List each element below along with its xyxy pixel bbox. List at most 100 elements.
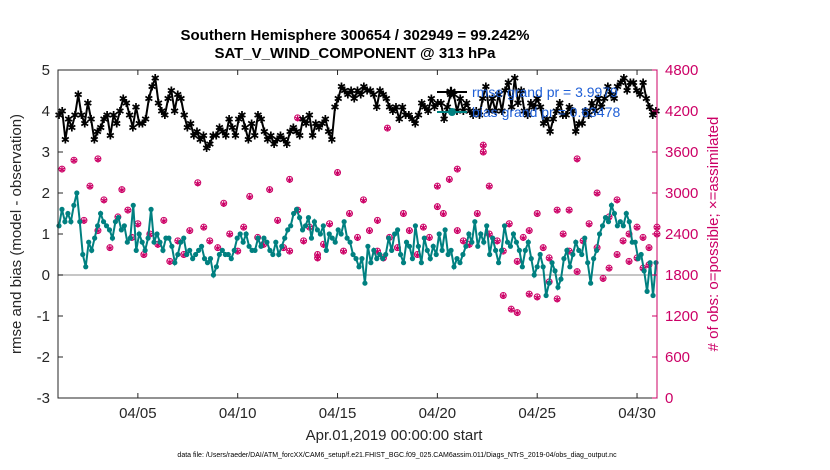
bias-point: [635, 256, 641, 262]
obs-possible-point: [365, 227, 373, 235]
obs-possible-point: [519, 233, 527, 241]
bias-point: [632, 239, 638, 245]
rmse-point: ✱: [221, 130, 230, 143]
bias-point: [403, 239, 410, 245]
rmse-point: ✱: [401, 109, 410, 122]
bias-point: [288, 223, 294, 229]
obs-possible-point: [525, 290, 533, 298]
obs-possible-point: [485, 230, 493, 238]
rmse-point: ✱: [298, 113, 307, 126]
bias-point: [427, 256, 433, 262]
obs-assimilated-point: ✱: [107, 244, 114, 253]
x-tick-label: 04/30: [618, 405, 656, 422]
x-tick-label: 04/05: [119, 405, 157, 422]
obs-possible-point: [354, 233, 361, 241]
obs-possible-point: [533, 210, 541, 217]
bias-point: [383, 251, 389, 258]
bias-point: [576, 247, 582, 253]
rmse-point: ✱: [395, 113, 404, 126]
bias-point: [198, 243, 205, 249]
obs-assimilated-point: ✱: [314, 251, 321, 260]
bias-point: [638, 251, 644, 258]
obs-assimilated-point: ✱: [506, 220, 513, 229]
bias-point: [353, 256, 359, 262]
obs-assimilated-point: ✱: [454, 166, 461, 175]
bias-point: [282, 235, 288, 241]
rmse-point: ✱: [160, 109, 169, 122]
obs-assimilated-point: ✱: [520, 234, 527, 243]
obs-assimilated-point: ✱: [540, 244, 547, 253]
obs-assimilated-point: ✱: [574, 268, 581, 277]
bias-point: [371, 247, 377, 253]
rmse-point: ✱: [131, 101, 140, 114]
obs-possible-point: [200, 223, 208, 231]
y-right-tick-label: 3000: [665, 185, 698, 202]
bias-point: [97, 210, 104, 217]
bias-point: [121, 223, 127, 229]
bias-point: [579, 251, 585, 258]
y-right-tick-label: 600: [665, 349, 690, 366]
obs-assimilated-point: ✱: [646, 244, 653, 253]
obs-possible-point: [599, 274, 607, 282]
bias-point: [421, 235, 427, 241]
rmse-point: ✱: [343, 89, 352, 102]
legend: ✱ rmse grand pr = 3.9979 bias grand pr =…: [437, 84, 620, 120]
bias-point: [204, 260, 211, 266]
bias-point: [620, 223, 626, 229]
bias-point: [522, 247, 528, 253]
obs-assimilated-point: ✱: [486, 231, 493, 240]
bias-point: [490, 235, 496, 241]
bias-point: [555, 284, 561, 290]
obs-assimilated-point: ✱: [434, 203, 441, 212]
rmse-point: ✱: [112, 117, 121, 130]
rmse-point: ✱: [263, 134, 272, 147]
bias-point: [106, 227, 113, 233]
bias-point: [187, 247, 193, 253]
rmse-point: ✱: [282, 138, 291, 151]
bias-point: [291, 210, 297, 217]
obs-assimilated-point: ✱: [125, 207, 132, 216]
rmse-point: ✱: [99, 113, 108, 126]
bias-point: [409, 256, 416, 262]
rmse-point: ✱: [295, 130, 304, 143]
bias-point: [240, 239, 246, 245]
obs-assimilated-point: ✱: [87, 183, 94, 192]
obs-assimilated-point: ✱: [95, 227, 102, 236]
rmse-point: ✱: [77, 109, 86, 122]
bias-point: [326, 231, 332, 237]
obs-possible-point: [439, 210, 447, 217]
bias-point: [593, 247, 600, 253]
bias-point: [602, 215, 609, 221]
rmse-point: ✱: [433, 97, 442, 110]
rmse-point: ✱: [379, 89, 388, 102]
rmse-point: ✱: [147, 80, 156, 93]
bias-point: [510, 231, 517, 237]
bias-point: [513, 239, 520, 245]
bias-point: [374, 256, 380, 262]
obs-possible-point: [513, 309, 521, 317]
bias-point: [487, 251, 493, 258]
rmse-point: ✱: [491, 105, 500, 118]
bias-point: [549, 260, 555, 266]
obs-possible-point: [593, 189, 601, 197]
obs-assimilated-point: ✱: [146, 231, 153, 240]
bias-point: [466, 231, 472, 237]
rmse-point: ✱: [456, 93, 465, 106]
obs-possible-point: [499, 292, 507, 299]
rmse-point: ✱: [488, 93, 497, 106]
rmse-point: ✱: [639, 76, 648, 89]
bias-point: [77, 219, 83, 225]
bias-point: [599, 223, 606, 229]
obs-possible-point: [645, 244, 653, 252]
obs-assimilated-point: ✱: [480, 142, 487, 151]
bias-point: [145, 235, 151, 241]
bias-point: [558, 276, 564, 282]
rmse-point: ✱: [443, 101, 452, 114]
bias-point: [181, 235, 187, 241]
obs-assimilated-point: ✱: [460, 237, 467, 246]
bias-point: [644, 288, 650, 294]
obs-possible-point: [399, 210, 407, 217]
rmse-point: ✱: [321, 113, 330, 126]
rmse-point: ✱: [504, 76, 513, 89]
rmse-point: ✱: [279, 134, 288, 147]
